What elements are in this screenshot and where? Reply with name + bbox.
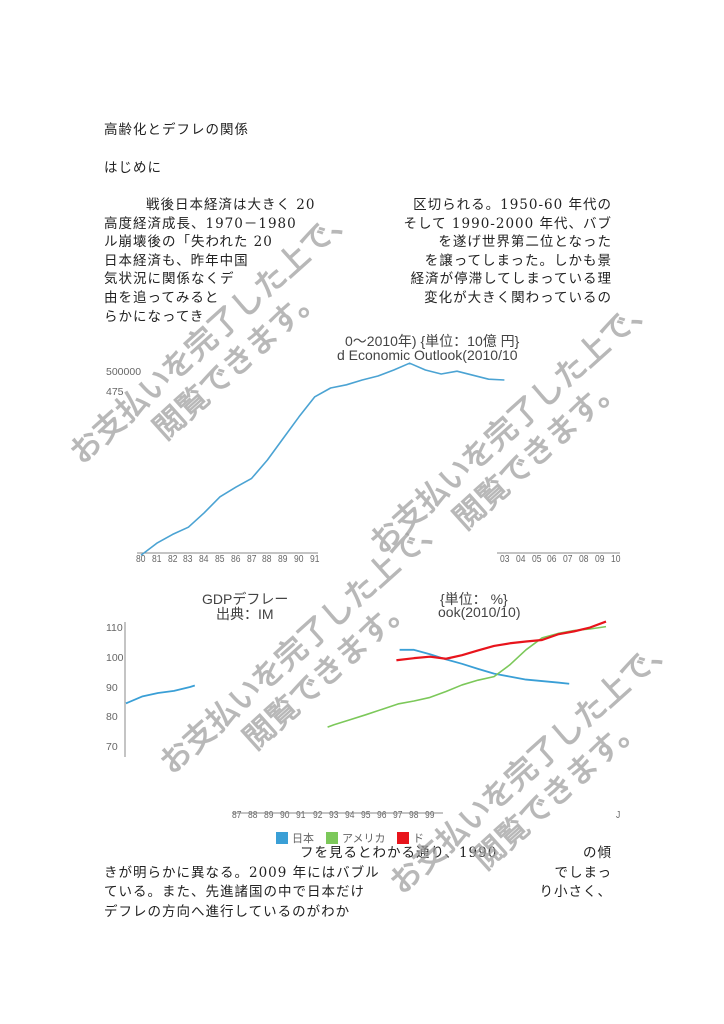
chart1-xtick: 82 <box>167 554 178 565</box>
chart2-xtick: 94 <box>344 810 355 821</box>
text-line-left: フを見るとわかる通り、1990 <box>300 845 498 861</box>
chart1-xtick: 84 <box>199 554 209 565</box>
text-line-right: 区切られる。1950-60 年代の <box>413 197 612 213</box>
text-line-left: 由を追ってみると <box>104 290 220 306</box>
chart2-title-line2: 出典：IM <box>216 606 274 622</box>
chart2-xtick: J <box>616 810 621 821</box>
deflator-line-japan <box>125 684 196 705</box>
chart2-title-unit: {単位： %} <box>440 591 508 607</box>
chart2-xtick: 87 <box>232 810 242 821</box>
text-line-left: 戦後日本経済は大きく 20 <box>146 197 316 213</box>
text-line-right: り小さく、 <box>539 884 612 901</box>
legend-label: ド <box>413 833 424 845</box>
chart1-xtick: 10 <box>610 554 621 565</box>
text-line-left: きが明らかに異なる。2009 年にはバブル <box>104 864 380 881</box>
text-line-left: らかになってき <box>104 308 205 325</box>
legend-item-germany: ド <box>397 830 424 846</box>
chart1-xtick: 80 <box>136 554 146 565</box>
legend-swatch <box>397 832 409 844</box>
deflator-line-germany <box>396 620 607 662</box>
chart2-xtick: 92 <box>312 810 322 821</box>
chart2-xtick: 96 <box>376 810 387 821</box>
chart1-xtick: 05 <box>531 554 542 565</box>
gdp-line-japan <box>140 362 505 556</box>
chart1-xtick: 88 <box>262 554 272 565</box>
chart1-xtick: 85 <box>215 554 225 565</box>
chart1-xtick: 86 <box>230 554 241 565</box>
chart1-title-line1: 0～2010年) {単位：10億 円} <box>345 333 520 349</box>
chart2-xtick: 88 <box>248 810 258 821</box>
legend-label: 日本 <box>292 833 314 845</box>
legend-swatch <box>326 832 338 844</box>
text-line-left: ている。また、先進諸国の中で日本だけ <box>104 884 365 901</box>
chart2-xtick: 98 <box>409 810 419 821</box>
text-line-right: の傾 <box>583 845 612 861</box>
text-line-left: デフレの方向へ進行しているのがわか <box>104 903 351 920</box>
legend-swatch <box>276 832 288 844</box>
chart2-xtick: 90 <box>280 810 290 821</box>
chart1-xtick: 83 <box>183 554 193 565</box>
text-line-left: 高度経済成長、1970－1980 <box>104 215 297 232</box>
section-heading: はじめに <box>104 160 162 176</box>
chart1-title-line2: d Economic Outlook(2010/10 <box>337 347 518 363</box>
text-line-right: 変化が大きく関わっているの <box>424 290 612 306</box>
text-line-right: を遂げ世界第二位となった <box>438 234 612 251</box>
text-line-right: でしまっ <box>554 864 612 881</box>
text-line-right: 経済が停滞してしまっている理 <box>410 271 612 288</box>
chart2-xtick: 99 <box>425 810 435 821</box>
chart2-ytick: 100 <box>106 651 124 664</box>
text-line-right: を譲ってしまった。しかも景 <box>424 252 612 269</box>
chart2-ytick: 90 <box>106 681 118 694</box>
chart1-xtick: 89 <box>278 554 288 565</box>
chart1-xtick: 09 <box>594 554 605 565</box>
chart2-title-source: ook(2010/10) <box>438 604 521 620</box>
legend-label: アメリカ <box>342 833 386 845</box>
deflator-line-japan <box>399 648 570 685</box>
legend-item-japan: 日本 <box>276 830 314 846</box>
chart1-xtick: 07 <box>563 554 573 565</box>
document-title: 高齢化とデフレの関係 <box>104 122 249 138</box>
chart1-xtick: 04 <box>515 554 526 565</box>
text-line-left: ル崩壊後の「失われた 20 <box>104 234 273 251</box>
legend-item-usa: アメリカ <box>326 830 385 846</box>
chart2-xtick: 97 <box>393 810 403 821</box>
chart1-xtick: 08 <box>579 554 589 565</box>
text-line-right: そして 1990-2000 年代、バブ <box>403 215 612 232</box>
chart1-ytick: 500000 <box>106 366 142 378</box>
chart1-xtick: 03 <box>500 554 510 565</box>
text-line-left: 気状況に関係なくデ <box>104 271 235 288</box>
chart1-ytick: 475 <box>106 386 124 398</box>
chart2-ytick: 110 <box>106 622 123 634</box>
chart2-xtick: 89 <box>264 810 274 821</box>
chart2-xtick: 93 <box>328 810 339 821</box>
chart2-ytick: 70 <box>106 741 118 753</box>
chart1-xtick: 81 <box>151 554 162 565</box>
text-line-left: 日本経済も、昨年中国 <box>104 252 249 269</box>
chart2-ytick: 80 <box>106 711 118 724</box>
chart1-xtick: 87 <box>246 554 257 565</box>
chart2-title-line1: GDPデフレー <box>202 591 289 607</box>
chart1-xtick: 90 <box>294 554 304 565</box>
chart1-xtick: 06 <box>547 554 557 565</box>
chart2-xtick: 91 <box>296 810 306 821</box>
chart2-xtick: 95 <box>360 810 371 821</box>
chart1-xtick: 91 <box>309 554 320 565</box>
